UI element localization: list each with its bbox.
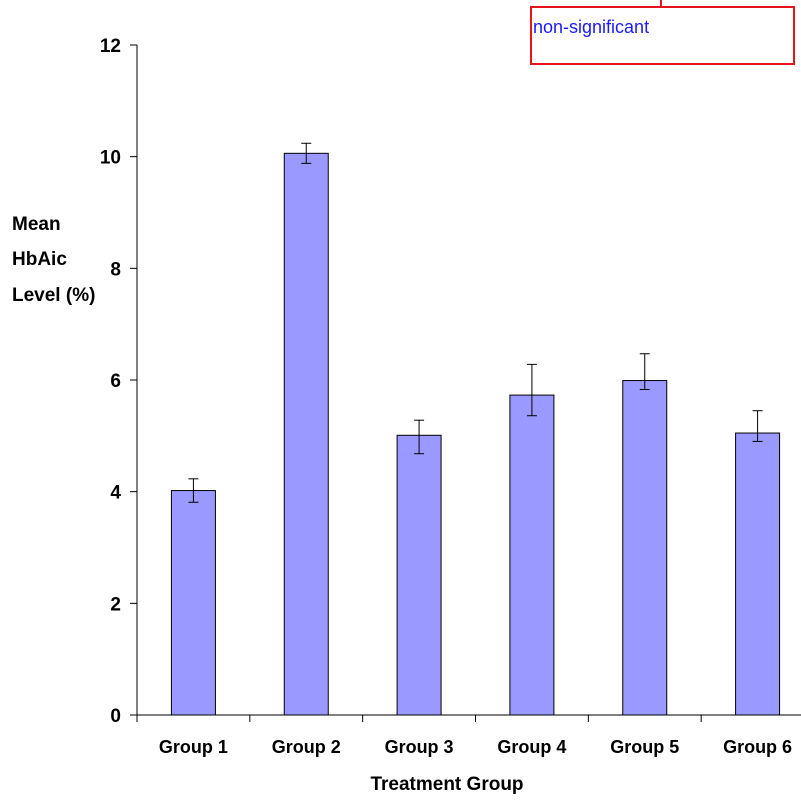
- annotation-box: non-significant: [530, 0, 795, 65]
- y-axis-ticks: 0 2 4 6 8 10 12: [100, 36, 137, 727]
- x-category-label: Group 4: [497, 737, 566, 757]
- x-category-label: Group 2: [272, 737, 341, 757]
- y-tick-label: 0: [110, 706, 121, 727]
- bar-3: [396, 434, 442, 716]
- x-category-label: Group 3: [385, 737, 454, 757]
- y-tick-label: 2: [110, 594, 121, 615]
- x-axis-categories: Group 1 Group 2 Group 3 Group 4 Group 5 Group…: [136, 715, 792, 757]
- x-category-label: Group 5: [610, 737, 679, 757]
- annotation-text: non-significant: [533, 17, 649, 37]
- bars-group: [170, 152, 781, 716]
- bar-6: [735, 432, 781, 716]
- y-tick-label: 12: [100, 36, 121, 57]
- x-category-label: Group 1: [159, 737, 228, 757]
- y-tick-label: 8: [110, 259, 121, 280]
- bar-5: [622, 380, 668, 716]
- x-category-label: Group 6: [723, 737, 792, 757]
- y-axis-title-line: Level (%): [12, 285, 95, 306]
- bar-1: [170, 490, 216, 716]
- y-axis-title: Mean HbAic Level (%): [12, 214, 95, 306]
- error-bars-group: [188, 142, 763, 503]
- annotation-frame: [530, 6, 795, 65]
- bar-4: [509, 394, 555, 716]
- y-tick-label: 4: [110, 483, 121, 504]
- bar-2: [283, 152, 329, 716]
- y-axis-title-line: Mean: [12, 214, 61, 235]
- y-axis-title-line: HbAic: [12, 249, 67, 270]
- x-axis-title: Treatment Group: [370, 774, 523, 795]
- y-tick-label: 10: [100, 148, 121, 169]
- y-tick-label: 6: [110, 371, 121, 392]
